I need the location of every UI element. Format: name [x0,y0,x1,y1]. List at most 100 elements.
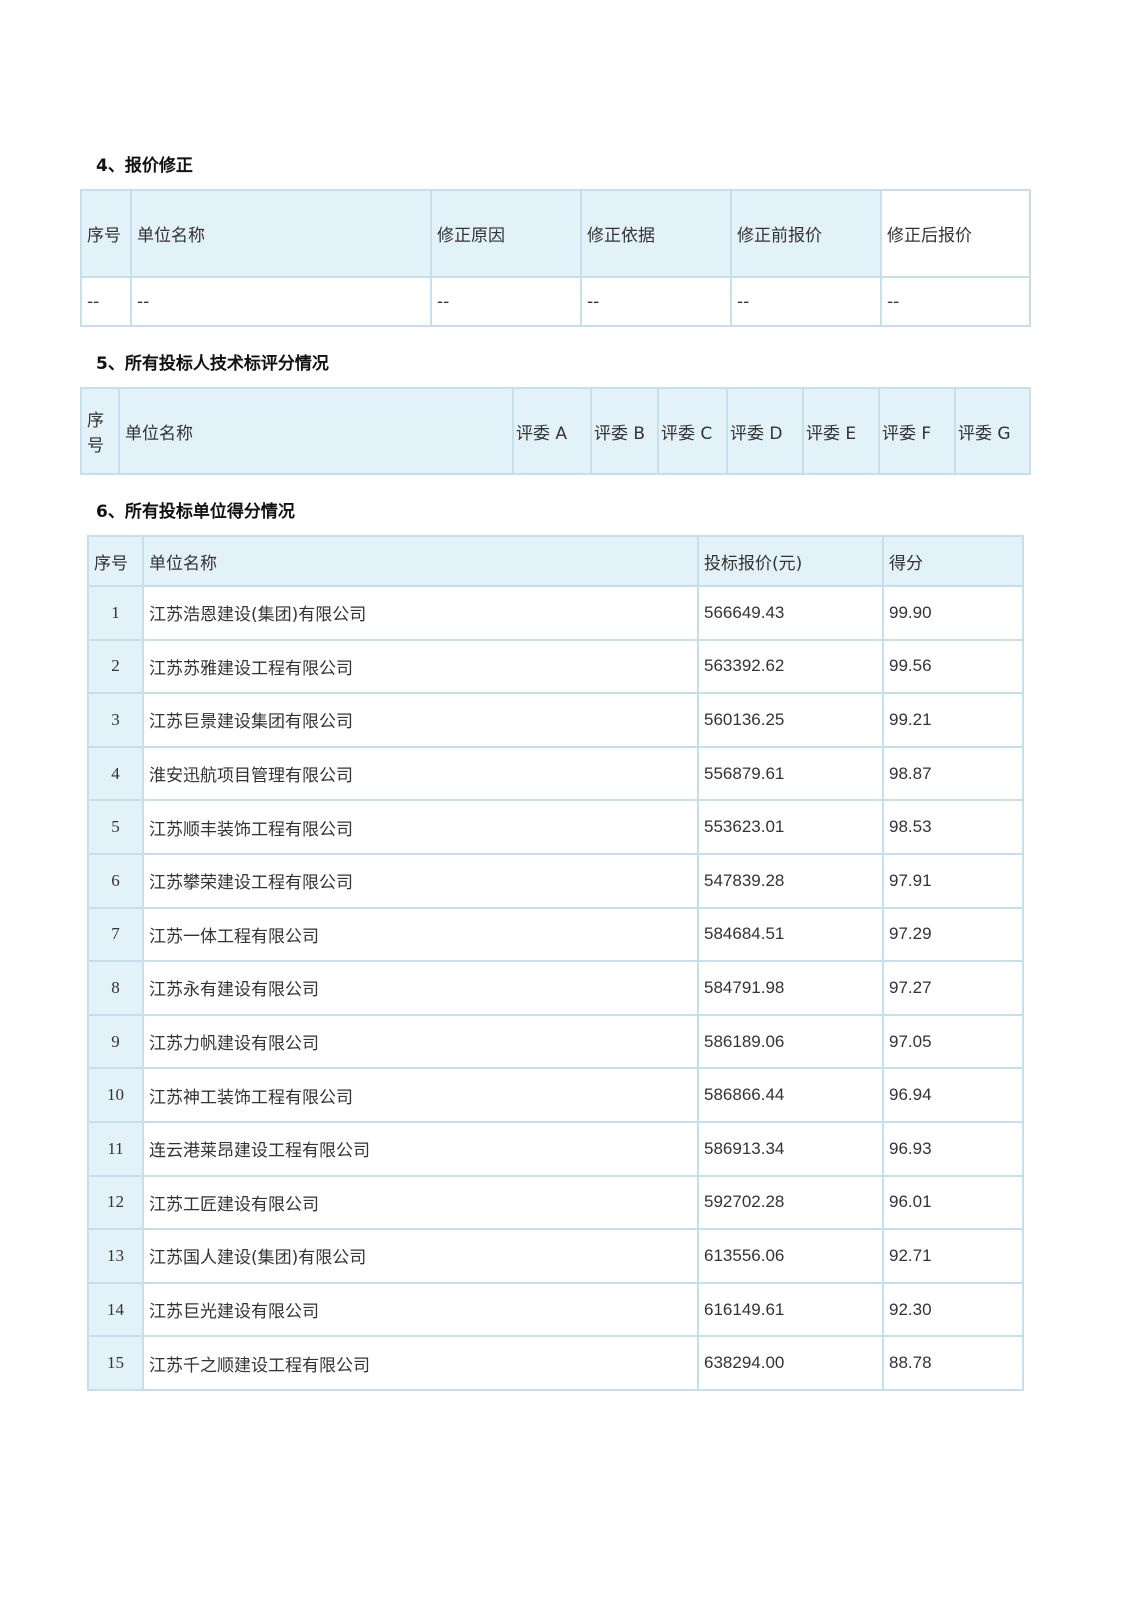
table-row: 4 淮安迅航项目管理有限公司 556879.61 98.87 [87,745,1024,802]
bid-price: 556879.61 [697,745,884,802]
table-header-row: 序号 单位名称 投标报价(元) 得分 [87,535,1024,587]
cell: -- [730,276,882,327]
bid-price: 566649.43 [697,585,884,641]
cell: -- [80,276,132,327]
table-header-row: 序号 单位名称 评委 A 评委 B 评委 C 评委 D 评委 E 评委 F 评委… [80,387,1031,475]
company-name: 江苏巨景建设集团有限公司 [142,692,699,748]
company-name: 江苏巨光建设有限公司 [142,1281,699,1338]
row-index: 5 [87,799,144,855]
table-row: 9 江苏力帆建设有限公司 586189.06 97.05 [87,1013,1024,1070]
table-row: 5 江苏顺丰装饰工程有限公司 553623.01 98.53 [87,799,1024,855]
table-row: 2 江苏苏雅建设工程有限公司 563392.62 99.56 [87,638,1024,695]
cell: -- [430,276,582,327]
score: 99.21 [882,692,1024,748]
company-name: 江苏苏雅建设工程有限公司 [142,638,699,695]
table-row: 10 江苏神工装饰工程有限公司 586866.44 96.94 [87,1067,1024,1123]
section-4-title: 4、报价修正 [96,156,193,176]
score: 96.94 [882,1067,1024,1123]
row-index: 1 [87,585,144,641]
cell: -- [880,276,1031,327]
score: 99.90 [882,585,1024,641]
company-name: 江苏千之顺建设工程有限公司 [142,1335,699,1391]
company-name: 江苏攀荣建设工程有限公司 [142,852,699,909]
table-row: 11 连云港莱昂建设工程有限公司 586913.34 96.93 [87,1120,1024,1177]
header-cell: 评委 D [726,387,804,475]
header-cell: 得分 [882,535,1024,587]
score: 98.53 [882,799,1024,855]
company-name: 江苏永有建设有限公司 [142,960,699,1016]
bid-price: 592702.28 [697,1174,884,1231]
bid-price: 553623.01 [697,799,884,855]
header-cell: 修正后报价 [880,189,1031,278]
score: 96.93 [882,1120,1024,1177]
score: 92.30 [882,1281,1024,1338]
score: 97.91 [882,852,1024,909]
cell: -- [580,276,732,327]
company-name: 江苏浩恩建设(集团)有限公司 [142,585,699,641]
score: 96.01 [882,1174,1024,1231]
header-cell: 序号 [80,387,120,475]
header-cell: 单位名称 [130,189,432,278]
header-cell: 单位名称 [142,535,699,587]
header-cell: 修正前报价 [730,189,882,278]
section-5-title: 5、所有投标人技术标评分情况 [96,354,329,374]
table-row: 13 江苏国人建设(集团)有限公司 613556.06 92.71 [87,1228,1024,1284]
bid-price: 584791.98 [697,960,884,1016]
company-name: 江苏国人建设(集团)有限公司 [142,1228,699,1284]
header-cell: 评委 E [802,387,880,475]
row-index: 10 [87,1067,144,1123]
company-name: 淮安迅航项目管理有限公司 [142,745,699,802]
bid-price: 584684.51 [697,906,884,963]
header-cell: 评委 B [590,387,659,475]
header-cell: 评委 C [657,387,728,475]
score: 97.29 [882,906,1024,963]
score: 97.05 [882,1013,1024,1070]
bid-price: 560136.25 [697,692,884,748]
table-row: 14 江苏巨光建设有限公司 616149.61 92.30 [87,1281,1024,1338]
row-index: 3 [87,692,144,748]
table-row: -- -- -- -- -- -- [80,276,1031,327]
row-index: 8 [87,960,144,1016]
company-name: 江苏工匠建设有限公司 [142,1174,699,1231]
company-name: 连云港莱昂建设工程有限公司 [142,1120,699,1177]
header-cell: 评委 F [878,387,956,475]
header-cell: 评委 G [954,387,1031,475]
bid-price: 563392.62 [697,638,884,695]
bid-price: 638294.00 [697,1335,884,1391]
header-cell: 评委 A [512,387,592,475]
company-name: 江苏神工装饰工程有限公司 [142,1067,699,1123]
score: 97.27 [882,960,1024,1016]
bid-price: 586189.06 [697,1013,884,1070]
bid-price: 547839.28 [697,852,884,909]
row-index: 12 [87,1174,144,1231]
bid-price: 586913.34 [697,1120,884,1177]
row-index: 14 [87,1281,144,1338]
row-index: 4 [87,745,144,802]
header-cell: 序号 [87,535,144,587]
header-cell: 修正依据 [580,189,732,278]
table-row: 8 江苏永有建设有限公司 584791.98 97.27 [87,960,1024,1016]
row-index: 6 [87,852,144,909]
technical-score-table: 序号 单位名称 评委 A 评委 B 评委 C 评委 D 评委 E 评委 F 评委… [80,387,1031,475]
header-cell: 投标报价(元) [697,535,884,587]
section-6-title: 6、所有投标单位得分情况 [96,502,295,522]
price-correction-table: 序号 单位名称 修正原因 修正依据 修正前报价 修正后报价 -- -- -- -… [80,189,1031,327]
table-row: 7 江苏一体工程有限公司 584684.51 97.29 [87,906,1024,963]
row-index: 13 [87,1228,144,1284]
row-index: 11 [87,1120,144,1177]
company-name: 江苏顺丰装饰工程有限公司 [142,799,699,855]
table-row: 3 江苏巨景建设集团有限公司 560136.25 99.21 [87,692,1024,748]
bid-price: 613556.06 [697,1228,884,1284]
table-row: 12 江苏工匠建设有限公司 592702.28 96.01 [87,1174,1024,1231]
score: 98.87 [882,745,1024,802]
header-cell: 单位名称 [118,387,514,475]
score: 88.78 [882,1335,1024,1391]
row-index: 9 [87,1013,144,1070]
table-row: 6 江苏攀荣建设工程有限公司 547839.28 97.91 [87,852,1024,909]
company-name: 江苏力帆建设有限公司 [142,1013,699,1070]
table-header-row: 序号 单位名称 修正原因 修正依据 修正前报价 修正后报价 [80,189,1031,278]
cell: -- [130,276,432,327]
header-cell: 序号 [80,189,132,278]
score: 92.71 [882,1228,1024,1284]
bid-price: 586866.44 [697,1067,884,1123]
